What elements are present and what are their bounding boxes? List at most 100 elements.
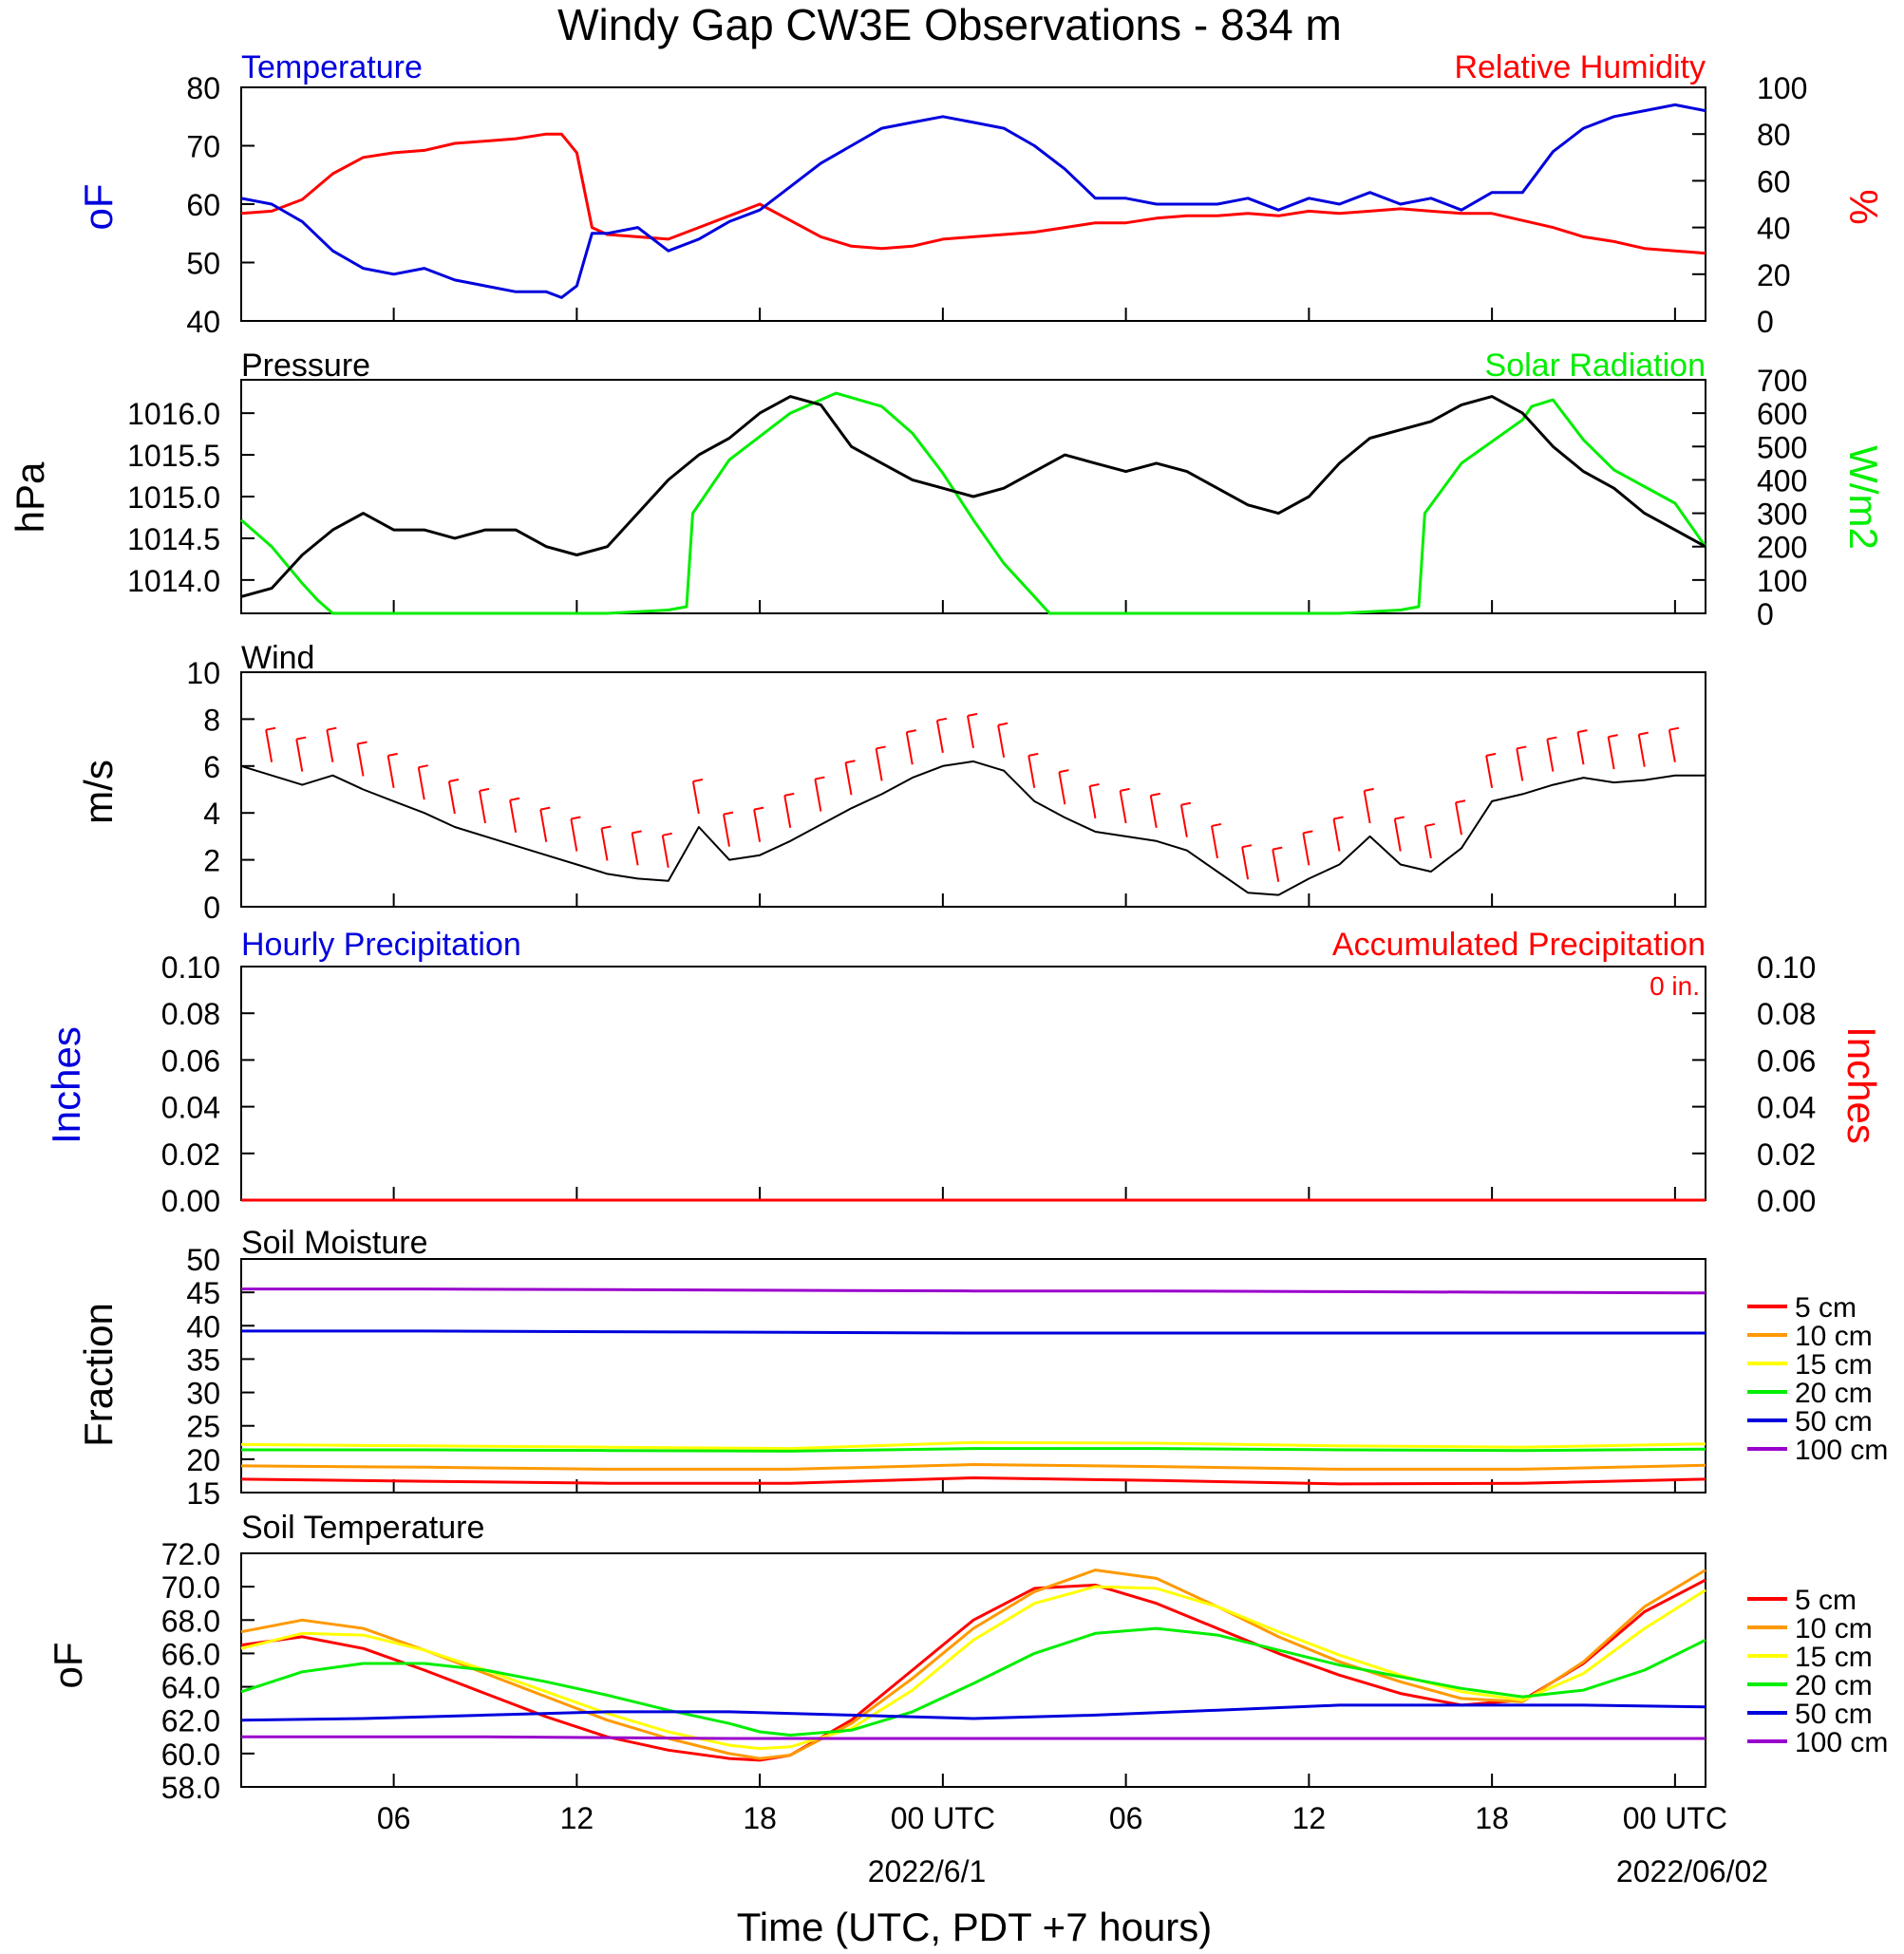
wind-axis-tick-label-0: 10 <box>186 656 220 690</box>
wind-axis-tick-label-3: 4 <box>203 797 220 831</box>
x-tick-label-6: 18 <box>1475 1801 1509 1835</box>
x-tick-label-7: 00 UTC <box>1623 1801 1727 1835</box>
wind-barb <box>1637 734 1646 767</box>
wind-barb <box>875 748 883 781</box>
wind-barb-flag <box>571 816 581 820</box>
soil-moisture-axis-tick-label-4: 30 <box>186 1377 220 1411</box>
wind-barb <box>1149 795 1158 829</box>
soil-temp-legend-label: 20 cm <box>1795 1670 1873 1701</box>
wind-barb-flag <box>1668 726 1680 731</box>
soil-moisture-axis-tick-label-1: 45 <box>186 1276 220 1310</box>
rh-axis-tick-label-5: 0 <box>1757 305 1774 339</box>
wind-barb <box>265 729 273 762</box>
wind-ylabel: m/s <box>76 760 121 824</box>
soil-temp-legend-label: 15 cm <box>1795 1642 1873 1673</box>
solar-axis-tick-label-7: 0 <box>1757 597 1774 631</box>
wind-barb-flag <box>357 741 368 745</box>
x-tick-label-4: 06 <box>1109 1801 1143 1835</box>
hourly-precip-axis-tick-label-1: 0.08 <box>161 997 220 1031</box>
wind-barb-flag <box>876 745 886 750</box>
soil-temp-series-line <box>240 1703 1706 1722</box>
wind-barb-flag <box>418 764 428 769</box>
wind-barb <box>905 731 914 765</box>
wind-barb-flag <box>632 830 642 835</box>
soil-temp-axis-tick-label-6: 60.0 <box>161 1738 220 1772</box>
wind-barb-flag <box>327 726 337 731</box>
wind-barb-flag <box>967 712 978 717</box>
wind-barb <box>447 780 456 815</box>
hourly-precip-axis-tick-label-5: 0.00 <box>161 1184 220 1218</box>
x-tick-label-0: 06 <box>377 1801 411 1835</box>
precip-frame <box>240 966 1706 1201</box>
x-date-label-1: 2022/6/1 <box>868 1854 987 1888</box>
rh-ylabel: % <box>1841 189 1886 224</box>
wind-barb-flag <box>662 832 672 836</box>
hourly-precip-axis-tick-label-4: 0.02 <box>161 1137 220 1172</box>
wind-barb <box>1546 739 1555 772</box>
rh-axis-tick-label-0: 100 <box>1757 71 1807 105</box>
wind-barb-flag <box>1089 782 1100 787</box>
hourly-precip-axis-tick-label-0: 0.10 <box>161 950 220 985</box>
soil-moisture-series-line <box>241 1447 1706 1453</box>
wind-axis-tick-label-2: 6 <box>203 750 220 784</box>
pressure-axis-tick-label-4: 1014.0 <box>127 564 220 598</box>
wind-axis-tick-label-1: 8 <box>203 703 220 737</box>
x-date-label-2: 2022/06/02 <box>1616 1854 1768 1888</box>
pressure-axis-tick-label-2: 1015.0 <box>127 480 220 515</box>
soil-temp-series-line <box>241 1735 1706 1740</box>
wind-barb-flag <box>479 787 490 792</box>
wind-barb-flag <box>1180 801 1192 806</box>
wind-barb <box>386 755 395 789</box>
wind-barb-flag <box>1120 787 1130 792</box>
panel-rh-title: Relative Humidity <box>1454 49 1706 85</box>
chart-title: Windy Gap CW3E Observations - 834 m <box>557 0 1342 49</box>
solar-axis-tick-label-2: 500 <box>1757 430 1807 464</box>
wind-barb-flag <box>1424 822 1436 827</box>
rh-series-line <box>240 132 1706 255</box>
temp-ylabel: oF <box>76 183 121 230</box>
soil-temp-axis-tick-label-5: 62.0 <box>161 1704 220 1738</box>
soil-temp-axis-tick-label-3: 66.0 <box>161 1637 220 1671</box>
wind-barb <box>783 795 792 829</box>
panel-accum-precip-title: Accumulated Precipitation <box>1332 927 1706 963</box>
x-tick-label-3: 00 UTC <box>891 1801 995 1835</box>
wind-barb <box>1668 729 1676 762</box>
soil-moisture-series-line <box>240 1463 1706 1471</box>
wind-barb-flag <box>1364 787 1374 792</box>
soil-temp-legend-label: 50 cm <box>1795 1699 1873 1730</box>
accum-precip-axis-tick-label-1: 0.08 <box>1757 997 1816 1031</box>
soil-moisture-series-line <box>241 1287 1706 1295</box>
wind-barb <box>814 779 822 812</box>
wind-barb <box>1455 802 1462 836</box>
wind-barb-flag <box>1577 729 1588 734</box>
accum-precip-note: 0 in. <box>1650 971 1700 1001</box>
wind-barb-flag <box>1517 745 1527 750</box>
wind-barb <box>661 835 669 869</box>
soil-temp-axis-tick-label-0: 72.0 <box>161 1537 220 1571</box>
wind-barb-flag <box>723 811 734 816</box>
wind-barb <box>1211 825 1218 859</box>
solar-ylabel: W/m2 <box>1841 445 1886 550</box>
hourly-precip-axis-tick-label-3: 0.04 <box>161 1091 220 1125</box>
wind-barb <box>1363 790 1371 824</box>
wind-barb-flag <box>753 806 764 811</box>
wind-barb <box>1058 771 1066 805</box>
wind-barb <box>600 828 609 861</box>
wind-barb-flag <box>845 760 856 764</box>
wind-barb <box>1241 847 1250 880</box>
panel-wind-title: Wind <box>241 640 314 676</box>
wind-axis-tick-label-5: 0 <box>203 891 220 925</box>
rh-axis-tick-label-2: 60 <box>1757 164 1791 198</box>
hourly-precip-ylabel: Inches <box>44 1026 88 1144</box>
wind-barb <box>1332 818 1341 852</box>
rh-axis-tick-label-3: 40 <box>1757 212 1791 246</box>
wind-barb-flag <box>509 797 520 801</box>
wind-barb-flag <box>936 717 948 722</box>
x-tick-label-2: 18 <box>743 1801 777 1835</box>
wind-barb-flag <box>1059 769 1069 774</box>
pressure-ylabel: hPa <box>8 461 52 533</box>
wind-barb-flag <box>601 825 612 830</box>
wind-barb <box>1607 736 1615 770</box>
solar-axis-tick-label-3: 400 <box>1757 463 1807 498</box>
